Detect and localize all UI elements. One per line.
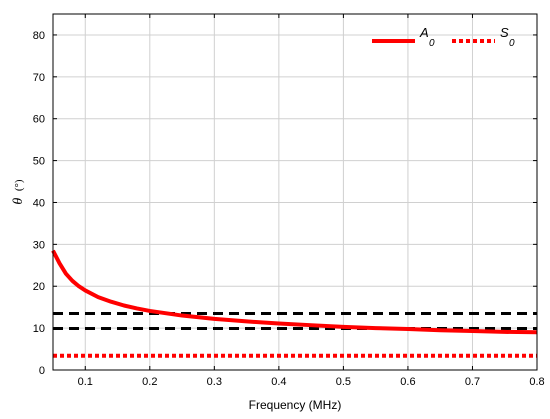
x-tick-label: 0.5 xyxy=(336,376,351,388)
x-tick-label: 0.2 xyxy=(142,376,157,388)
legend-label-subscript: 0 xyxy=(509,38,515,49)
plot-frame xyxy=(52,13,538,371)
svg-text:θ (°): θ (°) xyxy=(11,179,26,204)
y-axis-label: θ (°) xyxy=(11,179,26,204)
y-tick-label: 40 xyxy=(33,197,45,209)
grid xyxy=(53,14,538,370)
y-tick-label: 0 xyxy=(39,365,45,377)
y-tick-label: 10 xyxy=(33,323,45,335)
y-tick-label: 70 xyxy=(33,72,45,84)
y-axis-symbol: θ xyxy=(11,198,26,205)
ticks: 0.1 0.2 0.3 0.4 0.5 0.6 0.7 0.8 0 10 20 30 40 50 60 70 8… xyxy=(33,14,545,388)
legend-label-subscript: 0 xyxy=(429,38,435,49)
y-axis-unit: (°) xyxy=(13,179,25,191)
x-tick-label: 0.8 xyxy=(529,376,544,388)
legend-label: A xyxy=(419,25,429,40)
x-tick-label: 0.1 xyxy=(78,376,93,388)
y-tick-label: 30 xyxy=(33,239,45,251)
y-tick-label: 60 xyxy=(33,114,45,126)
y-tick-label: 50 xyxy=(33,156,45,168)
y-tick-label: 80 xyxy=(33,30,45,42)
reference-lines xyxy=(53,311,537,331)
series-layer xyxy=(51,249,538,358)
series-line-A0 xyxy=(51,249,538,335)
y-tick-label: 20 xyxy=(33,281,45,293)
x-tick-label: 0.4 xyxy=(271,376,286,388)
x-tick-label: 0.6 xyxy=(400,376,415,388)
x-axis-label: Frequency (MHz) xyxy=(249,398,342,412)
x-tick-label: 0.7 xyxy=(465,376,480,388)
legend-label: S xyxy=(500,25,509,40)
x-tick-label: 0.3 xyxy=(207,376,222,388)
